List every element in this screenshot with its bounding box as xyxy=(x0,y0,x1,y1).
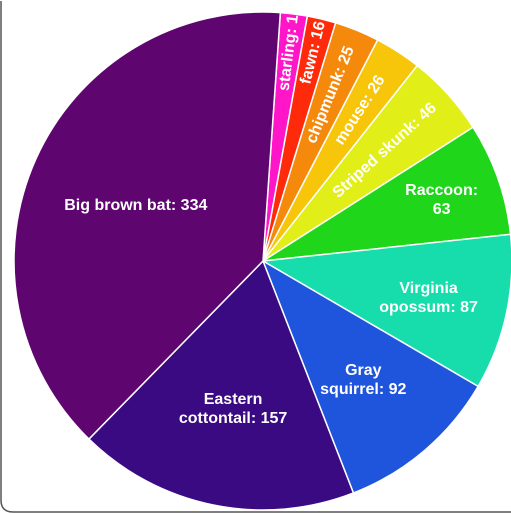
pie-slice-gray-squirrel xyxy=(261,259,480,494)
pie-slice-big-brown-bat xyxy=(13,11,282,441)
pie-slice-eastern-cottontail xyxy=(87,259,355,511)
pie-slice-virginia-opossum xyxy=(260,233,511,388)
slice-label-gray-squirrel: Gray squirrel: 92 xyxy=(320,362,406,398)
slice-label-big-brown-bat: Big brown bat: 334 xyxy=(64,197,207,214)
slice-label-virginia-opossum: Virginia opossum: 87 xyxy=(379,280,478,316)
pie-slice-raccoon xyxy=(262,126,511,262)
pie-slices xyxy=(13,11,511,511)
slice-label-raccoon: Raccoon: 63 xyxy=(405,182,478,218)
slice-label-eastern-cottontail: Eastern cottontail: 157 xyxy=(179,391,288,427)
